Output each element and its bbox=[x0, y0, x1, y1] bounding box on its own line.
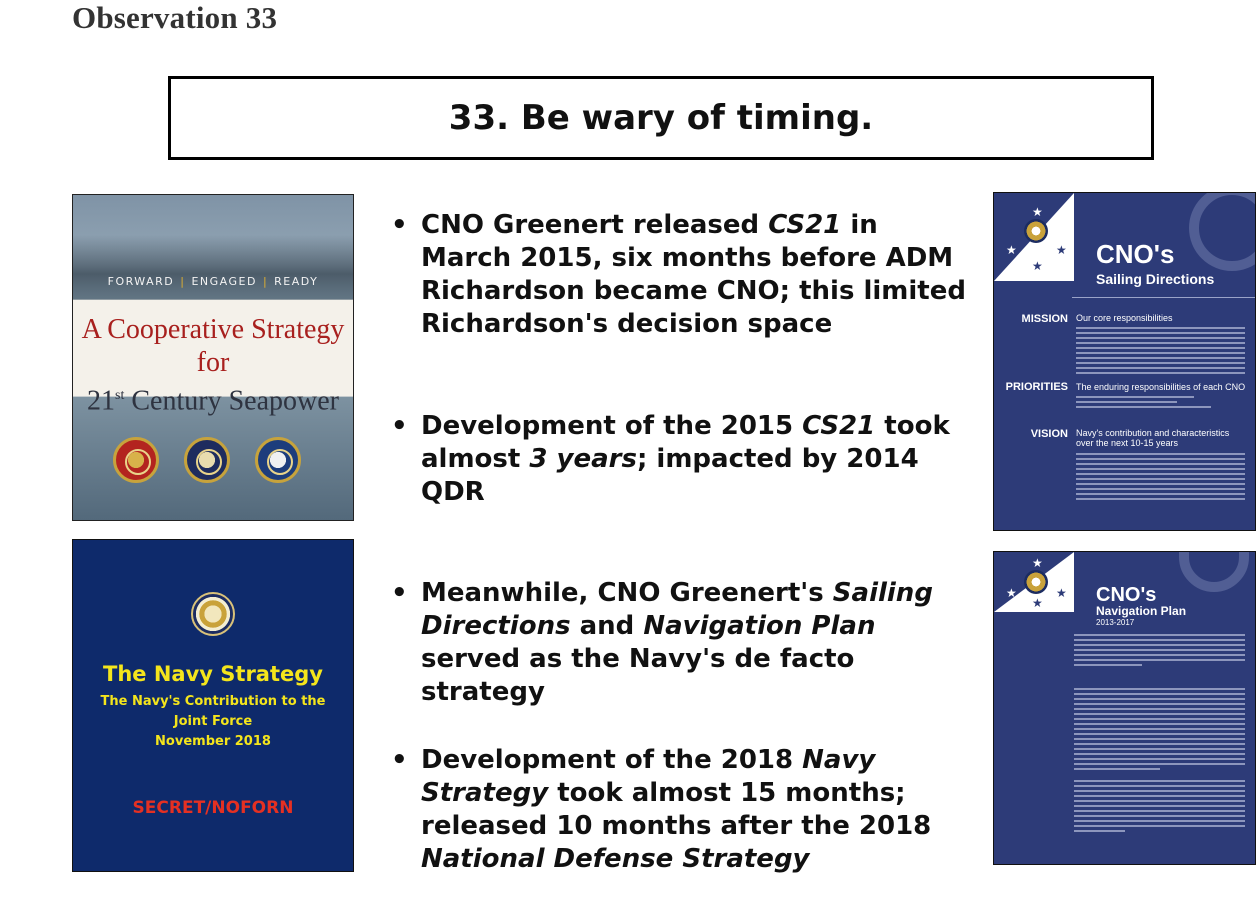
tagline-word: ENGAGED bbox=[191, 275, 257, 288]
vision-label: VISION bbox=[1030, 428, 1068, 440]
cs21-title-line2: 21st Century Seapower bbox=[73, 379, 353, 417]
navy-emblem-icon bbox=[1024, 570, 1048, 594]
ship-wheel-icon bbox=[1189, 193, 1255, 271]
vision-fine-print bbox=[1076, 453, 1245, 503]
italic-run: CS21 bbox=[802, 411, 876, 441]
mission-heading: Our core responsibilities bbox=[1076, 313, 1173, 323]
star-icon: ★ bbox=[1056, 243, 1067, 257]
cs21-cover-title: A Cooperative Strategy for 21st Century … bbox=[73, 313, 353, 417]
vision-heading: Navy's contribution and characteristics … bbox=[1076, 428, 1230, 448]
star-icon: ★ bbox=[1056, 586, 1067, 600]
observation-heading: Observation 33 bbox=[72, 0, 278, 35]
cs21-title-sup: st bbox=[115, 388, 125, 403]
cno-subtitle: Navigation Plan bbox=[1096, 604, 1187, 618]
star-icon: ★ bbox=[1006, 586, 1017, 600]
ns-subtitle-line: The Navy's Contribution to the bbox=[100, 694, 326, 709]
priorities-fine-print bbox=[1076, 396, 1245, 411]
text-run: Meanwhile, CNO Greenert's bbox=[421, 578, 833, 608]
text-run: in March 2015, six months before ADM Ric… bbox=[421, 210, 966, 339]
cno-title: CNO's bbox=[1096, 239, 1175, 269]
italic-run: Navy Strategy bbox=[421, 745, 876, 808]
text-run: served as the Navy's de facto strategy bbox=[421, 644, 855, 707]
text-run: Development of the 2015 bbox=[421, 411, 803, 441]
italic-run: 3 years bbox=[529, 444, 637, 474]
star-icon: ★ bbox=[1032, 205, 1043, 219]
cs21-hills-shape bbox=[73, 235, 353, 300]
star-icon: ★ bbox=[1006, 243, 1017, 257]
bullet-text: CNO Greenert released CS21 in March 2015… bbox=[391, 209, 971, 341]
bullet-cs21-release: CNO Greenert released CS21 in March 2015… bbox=[391, 209, 971, 341]
text-run: Development of the 2018 bbox=[421, 745, 803, 775]
star-icon: ★ bbox=[1032, 596, 1043, 610]
priorities-label: PRIORITIES bbox=[1005, 381, 1068, 393]
bullet-text: Meanwhile, CNO Greenert's Sailing Direct… bbox=[391, 577, 971, 709]
star-icon: ★ bbox=[1032, 259, 1043, 273]
navy-emblem-icon bbox=[1024, 219, 1048, 243]
bullet-text: Development of the 2018 Navy Strategy to… bbox=[391, 744, 971, 876]
cno-years: 2013-2017 bbox=[1096, 618, 1135, 627]
tagline-separator: | bbox=[262, 275, 269, 288]
bullet-navy-strategy-development: Development of the 2018 Navy Strategy to… bbox=[391, 744, 971, 876]
sextant-icon bbox=[1179, 552, 1249, 592]
bullet-cs21-development: Development of the 2015 CS21 took almost… bbox=[391, 410, 971, 509]
star-icon: ★ bbox=[1032, 556, 1043, 570]
cno-subtitle: Sailing Directions bbox=[1096, 271, 1215, 287]
italic-run: National Defense Strategy bbox=[421, 844, 810, 874]
cno-navigation-plan-image: ★ ★ ★ ★ CNO's Navigation Plan 2013-2017 bbox=[993, 551, 1256, 865]
cno-sailing-directions-image: ★ ★ ★ ★ CNO's Sailing Directions MISSION… bbox=[993, 192, 1256, 531]
navy-seal-icon bbox=[184, 437, 230, 483]
slide-title-box: 33. Be wary of timing. bbox=[168, 76, 1154, 160]
cs21-title-line1: A Cooperative Strategy for bbox=[81, 314, 345, 378]
navplan-fine-print-2 bbox=[1074, 688, 1245, 773]
marine-corps-seal-icon bbox=[113, 437, 159, 483]
ns-classification: SECRET/NOFORN bbox=[132, 798, 294, 818]
italic-run: Navigation Plan bbox=[643, 611, 876, 641]
cs21-title-rest: Century Seapower bbox=[124, 385, 339, 417]
cno-flag-icon: ★ ★ ★ ★ bbox=[994, 552, 1074, 612]
bullet-de-facto-strategy: Meanwhile, CNO Greenert's Sailing Direct… bbox=[391, 577, 971, 709]
tagline-separator: | bbox=[180, 275, 186, 288]
cno-title: CNO's bbox=[1096, 584, 1157, 606]
navy-seal-icon bbox=[191, 592, 235, 636]
slide-title: 33. Be wary of timing. bbox=[448, 98, 874, 138]
text-run: took almost 15 months; released 10 month… bbox=[421, 778, 932, 841]
text-run: CNO Greenert released bbox=[421, 210, 769, 240]
italic-run: Sailing Directions bbox=[421, 578, 933, 641]
navy-strategy-cover-image: The Navy Strategy The Navy's Contributio… bbox=[72, 539, 354, 872]
text-run: and bbox=[570, 611, 644, 641]
navplan-fine-print-3 bbox=[1074, 780, 1245, 835]
cs21-cover-image: FORWARD | ENGAGED | READY A Cooperative Stra… bbox=[72, 194, 354, 521]
ns-cover-date: November 2018 bbox=[155, 734, 271, 749]
navplan-fine-print-1 bbox=[1074, 634, 1245, 669]
bullet-text: Development of the 2015 CS21 took almost… bbox=[391, 410, 971, 509]
text-run: ; impacted by 2014 QDR bbox=[421, 444, 919, 507]
priorities-heading: The enduring responsibilities of each CN… bbox=[1076, 382, 1246, 392]
tagline-word: READY bbox=[274, 275, 319, 288]
mission-fine-print bbox=[1076, 327, 1245, 377]
divider bbox=[1072, 297, 1255, 298]
mission-label: MISSION bbox=[1021, 313, 1068, 325]
tagline-word: FORWARD bbox=[107, 275, 175, 288]
ns-subtitle-line: Joint Force bbox=[173, 714, 253, 729]
cs21-title-number: 21 bbox=[87, 385, 116, 417]
italic-run: CS21 bbox=[768, 210, 842, 240]
ns-cover-subtitle: The Navy's Contribution to the Joint For… bbox=[73, 692, 353, 752]
ns-cover-title: The Navy Strategy bbox=[103, 662, 323, 686]
cno-flag-icon: ★ ★ ★ ★ bbox=[994, 193, 1074, 281]
text-run: took almost bbox=[421, 411, 950, 474]
cs21-tagline: FORWARD | ENGAGED | READY bbox=[73, 275, 353, 288]
coast-guard-seal-icon bbox=[255, 437, 301, 483]
